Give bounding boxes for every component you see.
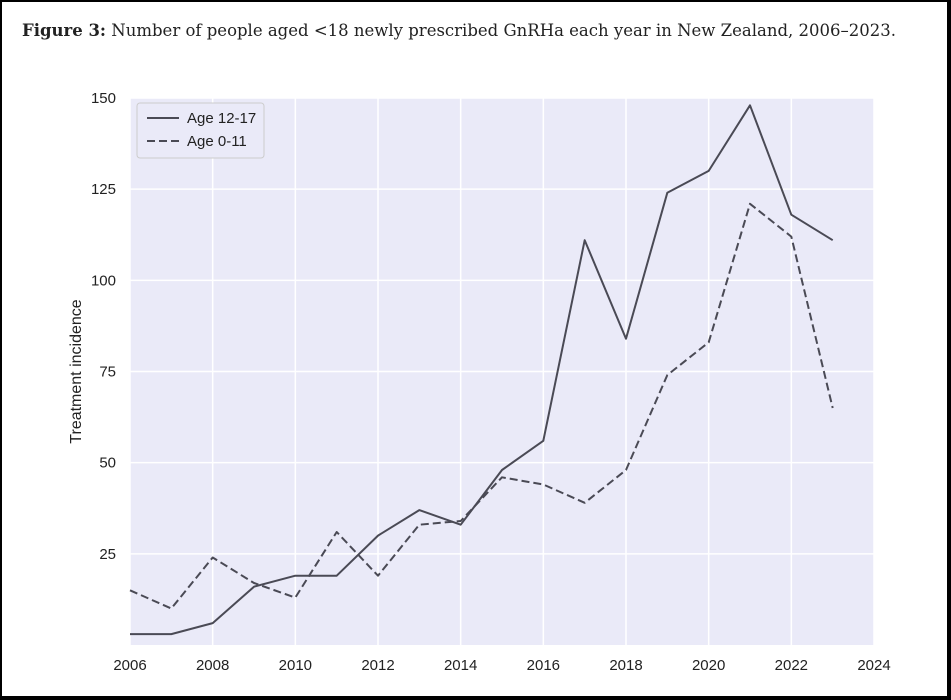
x-tick-label: 2020 — [692, 657, 725, 674]
y-tick-label: 75 — [99, 364, 116, 381]
x-tick-label: 2008 — [196, 657, 229, 674]
x-tick-label: 2012 — [361, 657, 394, 674]
x-tick-label: 2022 — [775, 657, 808, 674]
y-tick-label: 50 — [99, 455, 116, 472]
x-tick-label: 2010 — [279, 657, 312, 674]
legend-label: Age 12-17 — [187, 110, 256, 127]
y-axis-label: Treatment incidence — [68, 299, 85, 443]
series-lines — [129, 104, 834, 636]
y-tick-label: 150 — [91, 90, 116, 107]
y-tick-label: 125 — [91, 181, 116, 198]
x-tick-label: 2006 — [113, 657, 146, 674]
legend: Age 12-17 Age 0-11 — [136, 102, 265, 159]
x-axis-ticks: 2006 2008 2010 2012 2014 2016 2018 2020 2022 2024 — [113, 657, 890, 674]
y-tick-label: 25 — [99, 546, 116, 563]
y-tick-label: 100 — [91, 272, 116, 289]
grid-lines — [129, 97, 875, 645]
y-axis-ticks: 25 50 75 100 125 150 — [91, 90, 116, 563]
x-tick-label: 2024 — [857, 657, 890, 674]
series-line-0 — [130, 104, 834, 636]
legend-box — [136, 102, 265, 159]
x-tick-label: 2014 — [444, 657, 477, 674]
figure-caption: Figure 3: Number of people aged <18 newl… — [22, 21, 896, 40]
x-tick-label: 2016 — [527, 657, 560, 674]
figure-label: Figure 3: — [22, 21, 107, 40]
series-line-1 — [129, 202, 834, 610]
legend-label: Age 0-11 — [187, 133, 247, 150]
figure-caption-text: Number of people aged <18 newly prescrib… — [111, 21, 896, 40]
x-tick-label: 2018 — [609, 657, 642, 674]
